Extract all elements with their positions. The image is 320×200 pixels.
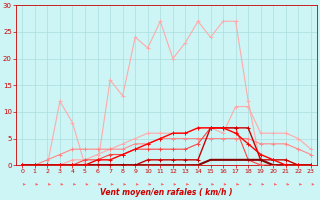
X-axis label: Vent moyen/en rafales ( km/h ): Vent moyen/en rafales ( km/h ) — [100, 188, 233, 197]
